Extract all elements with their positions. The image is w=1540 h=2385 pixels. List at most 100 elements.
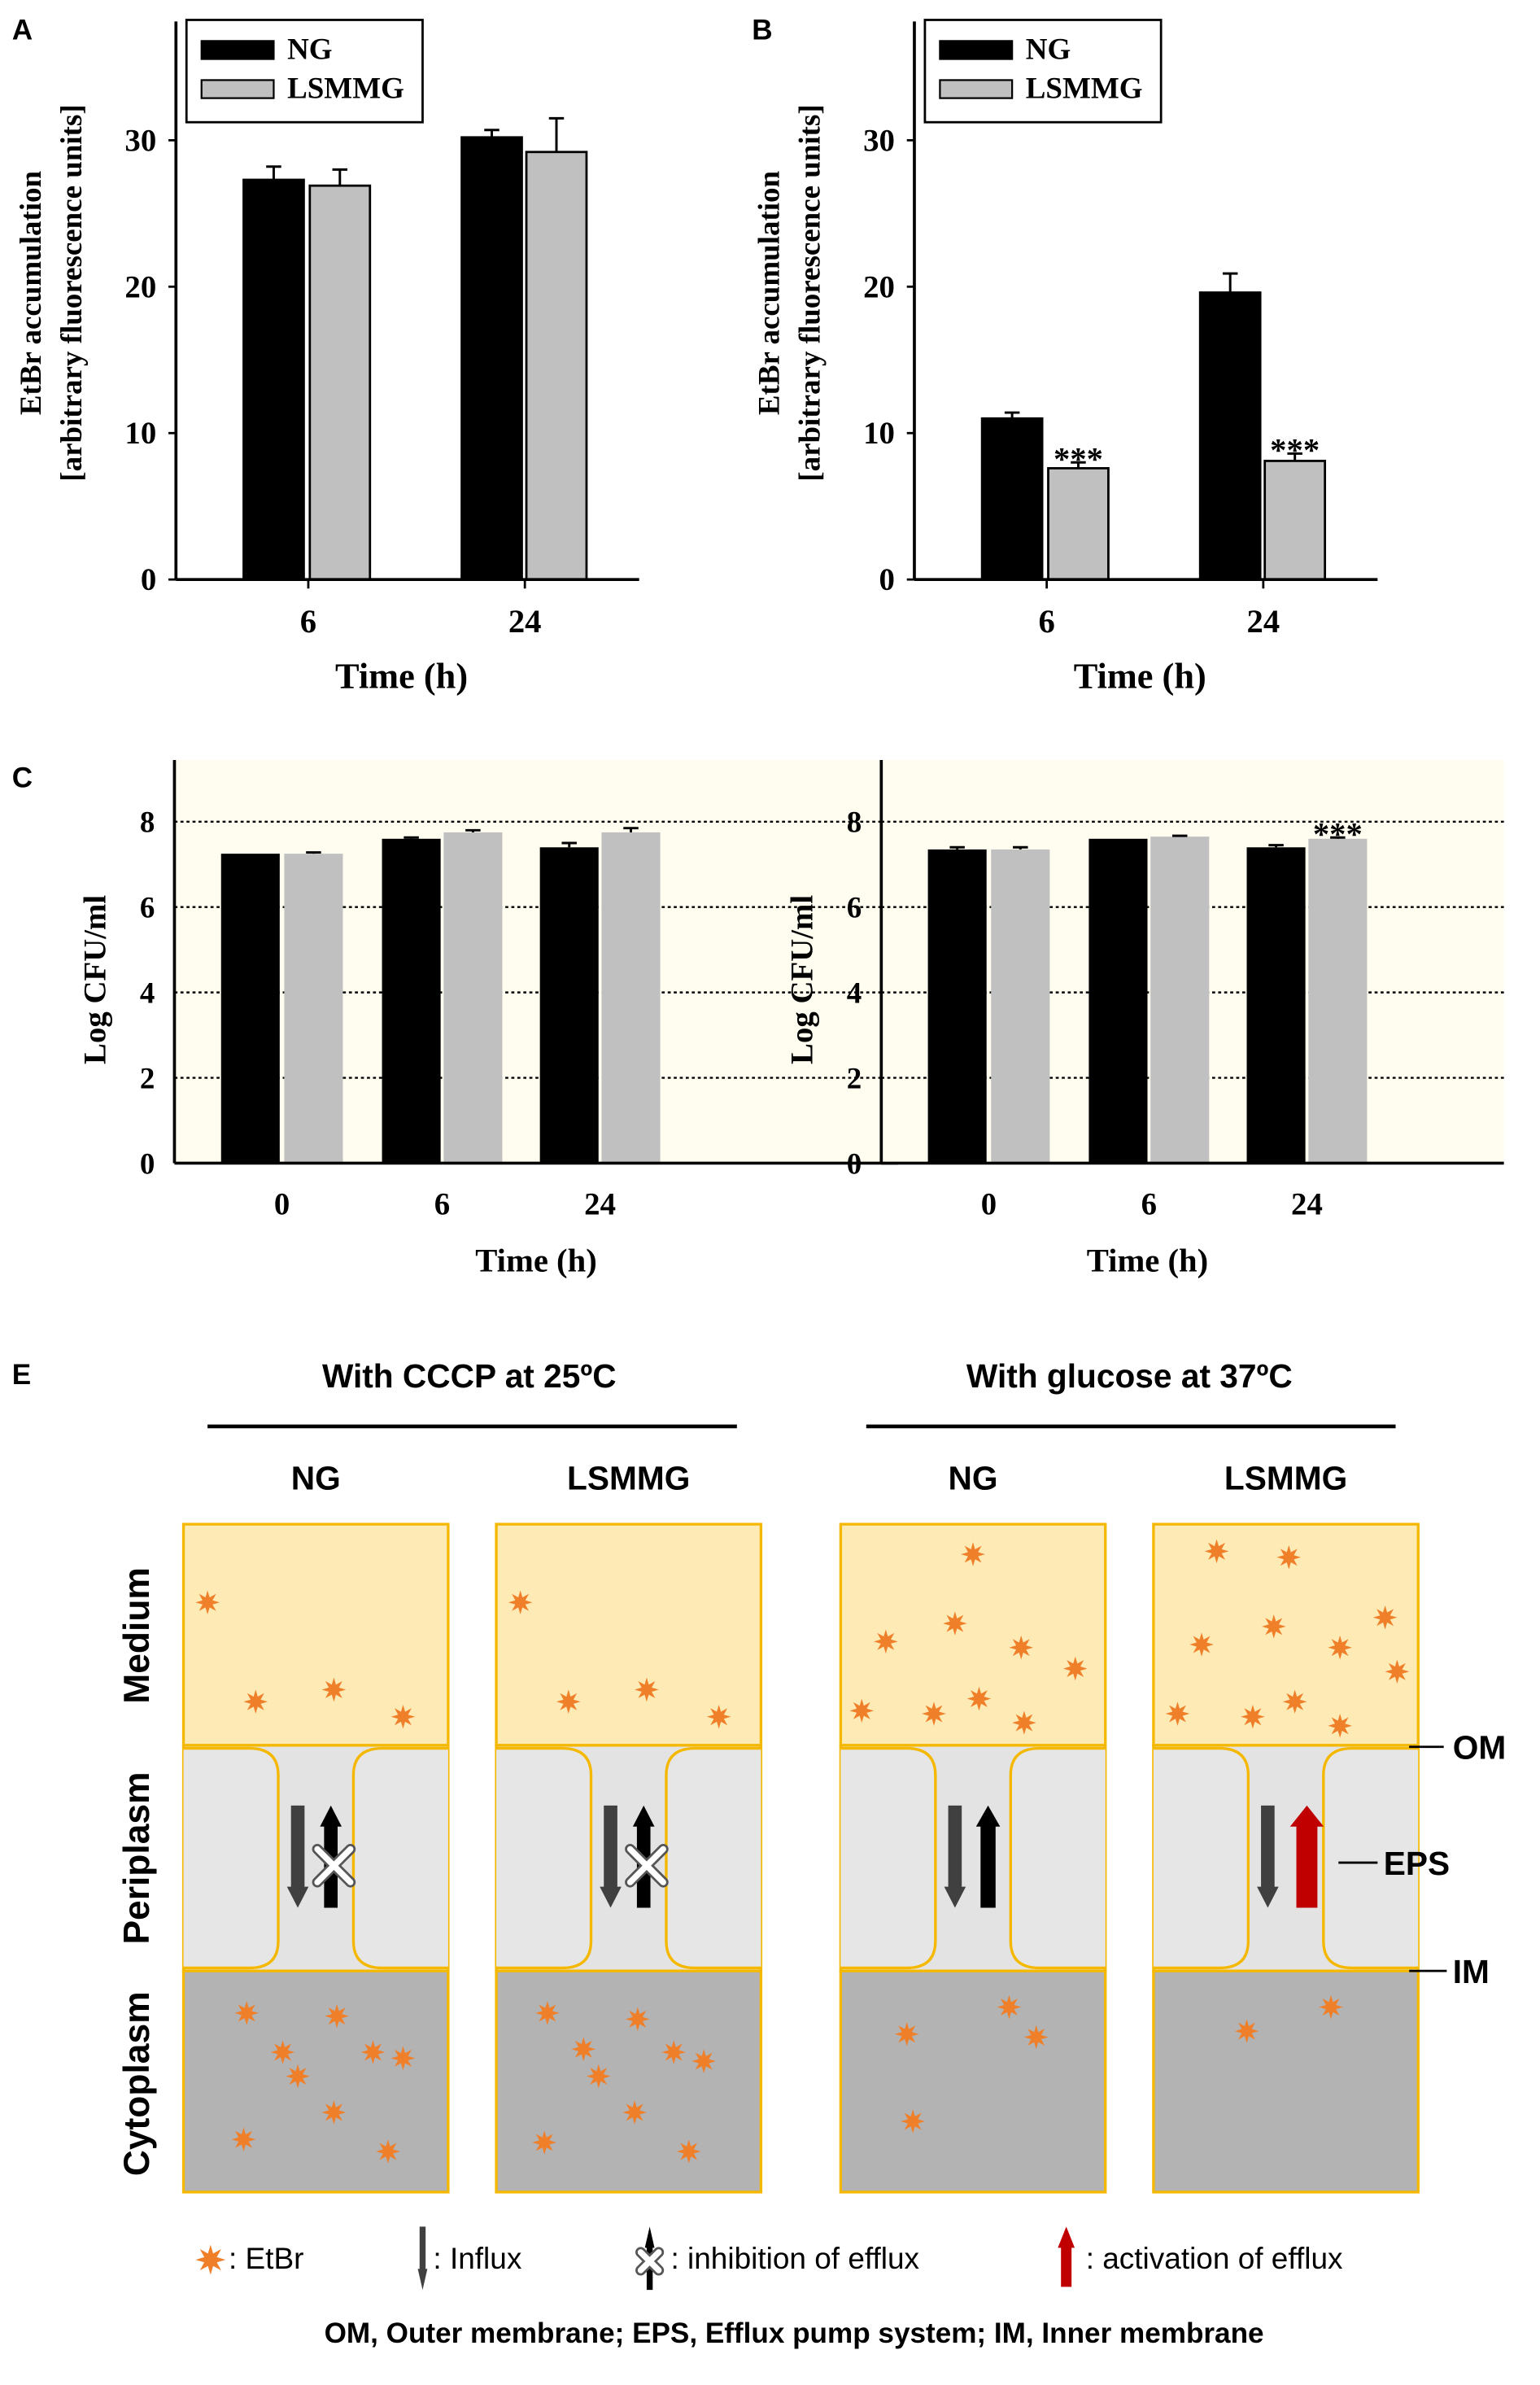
chart-b: 0 10 20 30 *** *** 6 24 Time (h) EtBr accumulatio…	[753, 19, 1378, 696]
legend-box	[923, 19, 1163, 124]
om-label: OM	[1453, 1729, 1507, 1767]
etbr-star-icon	[508, 1590, 533, 1615]
eps-label: EPS	[1384, 1845, 1450, 1882]
bar-ng-24h	[1198, 291, 1262, 581]
footnote: OM, Outer membrane; EPS, Efflux pump sys…	[325, 2317, 1264, 2349]
inhibition-x-icon	[312, 1843, 356, 1888]
panel-label-e: E	[12, 1359, 31, 1391]
y-tick-label: 20	[863, 269, 895, 304]
etbr-star-icon	[325, 2003, 349, 2029]
etbr-star-icon	[661, 2040, 686, 2064]
bar-lsmmg-24h	[1308, 838, 1368, 1164]
cell-column-lsmmg-cccp	[495, 1522, 763, 2194]
etbr-star-icon	[997, 1994, 1022, 2020]
y-axis-title: Log CFU/ml	[77, 895, 112, 1064]
chart-a: 0 10 20 30 6 24 Time (h) EtBr accumulation [arbi…	[14, 19, 639, 696]
cytoplasm-region	[181, 1969, 450, 2194]
etbr-star-icon	[376, 2139, 400, 2164]
etbr-star-icon	[243, 1689, 268, 1714]
y-axis-title-line2: [arbitrary fluorescence units]	[793, 104, 827, 481]
y-tick-label: 0	[140, 1147, 155, 1180]
cell-column-ng-glucose	[839, 1522, 1107, 2194]
cell-columns	[181, 1522, 1420, 2194]
y-tick-label: 2	[140, 1061, 155, 1094]
etbr-star-icon	[849, 1698, 875, 1723]
cell-column-ng-cccp	[181, 1522, 450, 2194]
etbr-star-icon	[676, 2139, 701, 2164]
cytoplasm-region	[839, 1969, 1107, 2194]
etbr-star-icon	[195, 2244, 226, 2275]
bar-ng-0h	[927, 849, 987, 1164]
y-tick-label: 8	[847, 806, 862, 839]
bar-ng-6h	[382, 838, 441, 1164]
etbr-star-icon	[1189, 1632, 1214, 1657]
etbr-star-icon	[706, 1704, 731, 1729]
diagram-legend: : EtBr : Influx : inhibition of efflux :…	[195, 2226, 1343, 2291]
bar-ng-24h	[1246, 847, 1306, 1164]
bar-lsmmg-6h	[443, 832, 503, 1164]
legend-swatch-lsmmg	[200, 79, 275, 99]
efflux-diagram: With CCCP at 25ºC With glucose at 37ºC N…	[117, 1357, 1506, 2349]
etbr-star-icon	[1319, 1994, 1343, 2020]
y-axis-title: Log CFU/ml	[784, 895, 819, 1064]
legend-swatch-ng	[939, 40, 1014, 60]
y-tick-label: 6	[140, 891, 155, 924]
panel-label-a: A	[12, 15, 33, 46]
etbr-star-icon	[635, 1677, 659, 1702]
y-axis-title-line2: [arbitrary fluorescence units]	[55, 104, 88, 481]
etbr-star-icon	[966, 1686, 992, 1711]
column-label-lsmmg-1: LSMMG	[567, 1460, 690, 1497]
legend-swatch-lsmmg	[939, 79, 1014, 99]
etbr-star-icon	[321, 1677, 347, 1702]
membrane-protein-right	[1322, 1746, 1419, 1970]
etbr-star-icon	[360, 2040, 386, 2064]
column-label-lsmmg-2: LSMMG	[1224, 1460, 1347, 1497]
x-tick-label: 6	[1141, 1186, 1157, 1221]
etbr-star-icon	[1262, 1614, 1286, 1639]
etbr-star-icon	[1328, 1635, 1352, 1660]
activated-efflux-arrow-icon	[1058, 2226, 1075, 2287]
membrane-protein-right	[665, 1746, 761, 1970]
panel-label-b: B	[752, 15, 772, 46]
etbr-star-icon	[943, 1611, 967, 1636]
etbr-star-icon	[1023, 2025, 1049, 2050]
membrane-protein-right	[1009, 1746, 1106, 1970]
influx-arrow-icon	[600, 1805, 622, 1908]
legend-label-ng: NG	[287, 33, 332, 66]
y-tick-label: 0	[141, 562, 156, 597]
bar-lsmmg-24h	[1263, 460, 1327, 581]
etbr-star-icon	[234, 2001, 259, 2025]
bar-ng-6h	[980, 417, 1044, 581]
etbr-star-icon	[961, 1542, 985, 1566]
legend-label-ng: NG	[1026, 33, 1071, 66]
etbr-star-icon	[195, 2244, 226, 2275]
legend-activation: : activation of efflux	[1086, 2242, 1343, 2275]
etbr-star-icon	[622, 2100, 647, 2125]
legend-swatch-ng	[200, 40, 275, 60]
y-tick-label: 0	[879, 562, 895, 597]
legend-label-lsmmg: LSMMG	[287, 72, 404, 105]
group2-title: With glucose at 37ºC	[966, 1357, 1293, 1395]
efflux-arrow-icon	[975, 1805, 1001, 1908]
activated-efflux-arrow-icon	[1058, 2226, 1075, 2287]
etbr-star-icon	[586, 2064, 611, 2089]
influx-arrow-icon	[417, 2226, 428, 2291]
etbr-star-icon	[1372, 1605, 1398, 1630]
y-tick-label: 30	[124, 123, 156, 158]
significance-marker: ***	[1270, 432, 1320, 469]
etbr-star-icon	[1234, 2019, 1259, 2043]
influx-arrow-icon	[286, 1805, 309, 1908]
y-tick-label: 0	[847, 1147, 862, 1180]
etbr-star-icon	[231, 2127, 256, 2152]
etbr-star-icon	[195, 1590, 220, 1615]
bar-ng-24h	[460, 136, 523, 581]
activated-efflux-arrow-icon	[1289, 1805, 1324, 1908]
etbr-star-icon	[894, 2022, 919, 2046]
y-tick-label: 10	[124, 416, 156, 451]
inhibited-efflux-icon	[635, 2226, 665, 2291]
medium-region	[495, 1522, 763, 1747]
legend: NG LSMMG	[185, 19, 424, 124]
etbr-star-icon	[874, 1629, 898, 1654]
